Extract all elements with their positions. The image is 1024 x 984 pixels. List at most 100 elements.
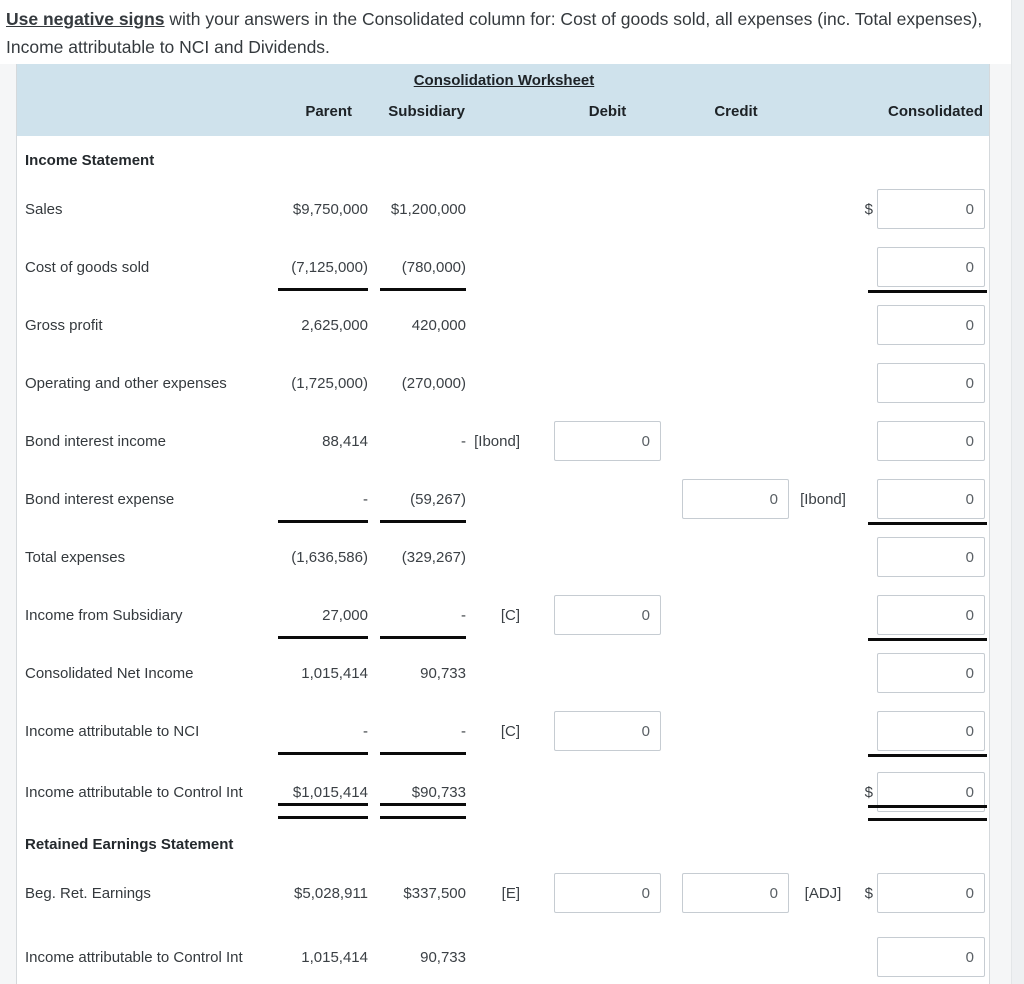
row-label: Income attributable to Control Int xyxy=(25,783,243,801)
parent-value: - xyxy=(259,702,368,760)
row-label: Income attributable to NCI xyxy=(25,722,200,740)
table-row: Income attributable to NCI - - [C] xyxy=(25,702,987,760)
entry-ref-label: [Ibond] xyxy=(474,432,520,450)
entry-ref-label xyxy=(789,922,857,984)
row-label: Consolidated Net Income xyxy=(25,664,194,682)
credit-empty xyxy=(661,586,789,644)
consolidated-input[interactable] xyxy=(877,537,985,577)
consolidated-input[interactable] xyxy=(877,363,985,403)
entry-ref-label xyxy=(466,644,534,702)
entry-ref-label xyxy=(789,238,857,296)
entry-ref-label xyxy=(789,586,857,644)
entry-ref-label: [ADJ] xyxy=(804,884,842,902)
row-label: Sales xyxy=(25,200,63,218)
consolidated-input-cell xyxy=(868,238,987,296)
consolidated-input[interactable] xyxy=(877,479,985,519)
parent-value: $1,015,414 xyxy=(259,760,368,824)
debit-empty xyxy=(534,296,661,354)
parent-value: 1,015,414 xyxy=(301,664,368,682)
subsidiary-value: - xyxy=(368,702,466,760)
table-row: Total expenses (1,636,586) (329,267) xyxy=(25,528,985,586)
entry-ref-label xyxy=(466,180,534,238)
table-row: Sales $9,750,000 $1,200,000 $ xyxy=(25,180,985,238)
consolidated-input[interactable] xyxy=(877,711,985,751)
consolidated-input-cell xyxy=(877,180,985,238)
credit-input[interactable] xyxy=(682,873,789,913)
consolidated-input-cell xyxy=(877,296,985,354)
row-label: Cost of goods sold xyxy=(25,258,150,276)
credit-input-cell xyxy=(661,864,789,922)
worksheet-body: Income Statement Sales $9,750,000 $1,200,00… xyxy=(17,136,989,984)
debit-empty xyxy=(534,354,661,412)
parent-value: (1,725,000) xyxy=(291,374,368,392)
dollar-sign xyxy=(857,238,877,296)
entry-ref-label xyxy=(466,296,534,354)
subsidiary-value: $1,200,000 xyxy=(390,200,466,218)
entry-ref-label xyxy=(466,238,534,296)
debit-input-cell xyxy=(534,864,661,922)
parent-value: 88,414 xyxy=(322,432,368,450)
consolidated-input[interactable] xyxy=(877,937,985,977)
debit-empty xyxy=(534,528,661,586)
debit-input[interactable] xyxy=(554,711,661,751)
consolidated-input[interactable] xyxy=(877,247,985,287)
dollar-sign xyxy=(857,412,877,470)
parent-value: (7,125,000) xyxy=(259,238,368,296)
col-subsidiary: Subsidiary xyxy=(388,103,465,120)
consolidated-input[interactable] xyxy=(877,873,985,913)
consolidated-input[interactable] xyxy=(877,772,985,812)
dollar-sign xyxy=(857,586,877,644)
consolidated-input[interactable] xyxy=(877,653,985,693)
consolidated-input[interactable] xyxy=(877,305,985,345)
credit-input-cell xyxy=(661,470,789,528)
credit-empty xyxy=(661,354,789,412)
col-parent: Parent xyxy=(305,103,352,120)
entry-ref-label: [C] xyxy=(500,722,520,740)
dollar-sign xyxy=(857,528,877,586)
worksheet-header: Consolidation Worksheet Parent Subsidiar… xyxy=(17,64,989,136)
dollar-sign xyxy=(857,470,877,528)
credit-input[interactable] xyxy=(682,479,789,519)
row-label: Gross profit xyxy=(25,316,103,334)
dollar-sign xyxy=(857,296,877,354)
credit-empty xyxy=(661,760,789,824)
credit-empty xyxy=(661,528,789,586)
credit-empty xyxy=(661,922,789,984)
section-header: Income Statement xyxy=(25,151,155,169)
entry-ref-label: [Ibond] xyxy=(800,490,846,508)
consolidated-input[interactable] xyxy=(877,421,985,461)
instruction-rest: with your answers in the Consolidated co… xyxy=(6,9,983,57)
debit-input[interactable] xyxy=(554,873,661,913)
debit-empty xyxy=(534,922,661,984)
table-row: Gross profit 2,625,000 420,000 xyxy=(25,296,985,354)
credit-empty xyxy=(661,644,789,702)
debit-empty xyxy=(534,644,661,702)
consolidated-input[interactable] xyxy=(877,595,985,635)
worksheet-title: Consolidation Worksheet xyxy=(413,72,595,89)
subsidiary-value: (270,000) xyxy=(401,374,466,392)
dollar-sign xyxy=(857,644,877,702)
debit-input[interactable] xyxy=(554,421,661,461)
debit-input[interactable] xyxy=(554,595,661,635)
entry-ref-label xyxy=(789,354,857,412)
instruction-text: Use negative signs with your answers in … xyxy=(6,5,996,61)
entry-ref-label xyxy=(789,644,857,702)
parent-value: (1,636,586) xyxy=(291,548,368,566)
consolidated-input[interactable] xyxy=(877,189,985,229)
table-row: Bond interest expense -(59,267) [Ibond] xyxy=(25,470,987,528)
debit-input-cell xyxy=(534,586,661,644)
col-debit: Debit xyxy=(588,103,627,120)
scrollbar-track[interactable] xyxy=(1011,0,1024,984)
parent-value: 27,000 xyxy=(259,586,368,644)
subsidiary-value: (329,267) xyxy=(401,548,466,566)
entry-ref-label xyxy=(466,922,534,984)
subsidiary-value: - xyxy=(461,432,466,450)
table-row: Operating and other expenses (1,725,000) (… xyxy=(25,354,985,412)
entry-ref-label xyxy=(789,180,857,238)
entry-ref-label xyxy=(789,412,857,470)
dollar-sign xyxy=(857,922,877,984)
row-label: Income attributable to Control Int xyxy=(25,948,243,966)
entry-ref-label xyxy=(789,528,857,586)
credit-empty xyxy=(661,180,789,238)
row-label: Operating and other expenses xyxy=(25,374,227,392)
